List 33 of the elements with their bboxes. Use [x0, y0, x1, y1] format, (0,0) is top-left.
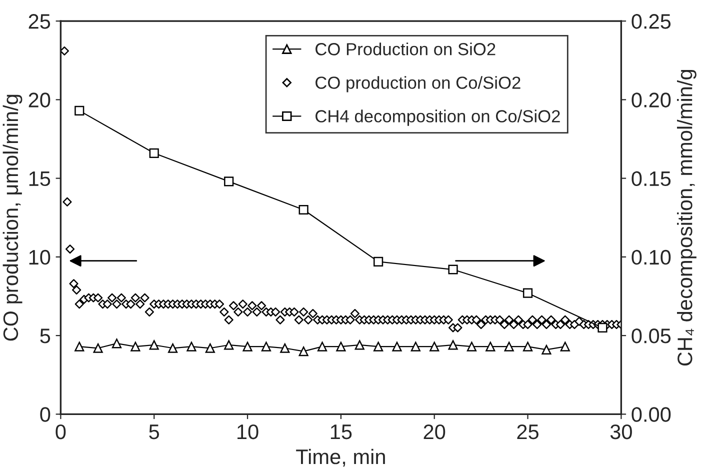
y2-tick-label: 0.15: [632, 171, 671, 186]
x-tick-label: 10: [238, 424, 258, 440]
y2-axis-title: CH₄ decomposition, mmol/min/g: [677, 70, 696, 366]
point: [374, 256, 384, 266]
point: [522, 288, 533, 298]
y-tick-label: 10: [29, 250, 50, 265]
legend-label: CO Production on SiO2: [316, 42, 496, 56]
x-tick-label: 30: [610, 424, 632, 440]
x-tick-label: 20: [424, 424, 446, 440]
y-tick-label: 15: [29, 172, 50, 186]
y2-tick-label: 0.10: [632, 250, 671, 265]
legend-label: CO production on Co/SiO2: [316, 76, 520, 92]
point: [224, 176, 234, 186]
y-tick-label: 20: [28, 92, 50, 108]
legend-label: CH4 decomposition on Co/SiO2: [316, 110, 560, 126]
point: [149, 148, 159, 158]
point: [74, 106, 84, 116]
y2-tick-label: 0.25: [632, 14, 671, 29]
point: [598, 322, 608, 332]
x-axis-title: Time, min: [296, 448, 385, 467]
y2-tick-label: 0.20: [632, 92, 671, 108]
y-tick-label: 25: [28, 14, 50, 29]
point: [298, 204, 308, 215]
y-tick-label: 5: [40, 328, 50, 344]
y-tick-label: 0: [40, 407, 50, 422]
x-tick-label: 15: [330, 424, 352, 440]
point: [448, 264, 458, 274]
x-tick-label: 0: [56, 424, 66, 440]
x-tick-label: 5: [149, 424, 160, 440]
y2-tick-label: 0.00: [632, 407, 671, 422]
y-axis-title: CO production, μmol/min/g: [2, 94, 22, 341]
y2-tick-label: 0.05: [632, 328, 671, 344]
x-tick-label: 25: [517, 424, 538, 440]
